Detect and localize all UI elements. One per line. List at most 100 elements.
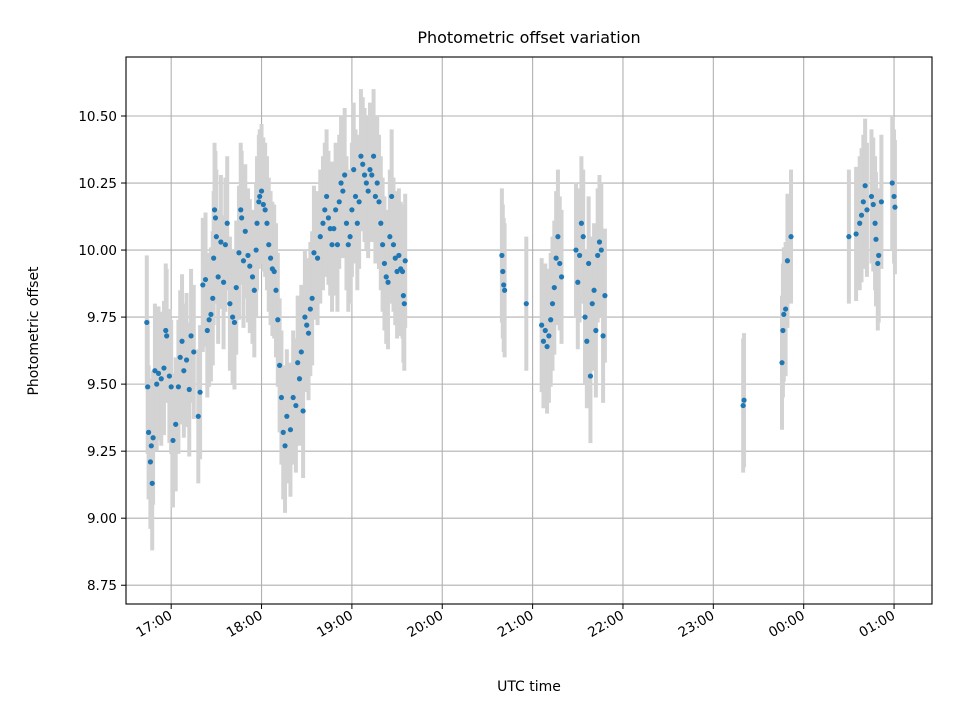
data-point <box>394 268 400 275</box>
data-point <box>378 220 384 226</box>
data-point <box>586 260 592 267</box>
data-point <box>868 193 875 200</box>
y-tick-label: 9.00 <box>87 511 117 527</box>
plot-frame <box>125 56 933 605</box>
data-point <box>500 268 506 275</box>
data-point <box>781 311 787 318</box>
data-point <box>161 365 167 371</box>
data-point <box>354 220 360 226</box>
data-point <box>256 199 262 205</box>
data-point <box>502 287 508 293</box>
y-tick-label: 10.00 <box>78 243 117 259</box>
data-point <box>287 427 294 433</box>
data-point <box>858 212 865 218</box>
data-point <box>361 172 368 178</box>
data-point <box>331 226 337 232</box>
data-point <box>322 207 328 213</box>
data-point <box>284 413 290 419</box>
data-point <box>218 239 224 245</box>
data-point <box>300 408 306 414</box>
data-point <box>168 384 174 390</box>
data-point <box>352 193 359 200</box>
data-point <box>164 333 170 339</box>
data-point <box>376 199 382 205</box>
data-point <box>211 207 218 213</box>
data-point <box>227 301 233 307</box>
data-point <box>501 282 507 288</box>
data-point <box>864 207 870 213</box>
data-point <box>220 279 227 285</box>
data-point <box>338 180 344 186</box>
data-point <box>149 480 155 486</box>
data-point <box>595 252 601 259</box>
data-point <box>878 199 884 205</box>
data-point <box>257 193 263 200</box>
data-point <box>551 284 557 291</box>
data-point <box>296 376 303 382</box>
data-point <box>309 295 315 301</box>
chart-title: Photometric offset variation <box>417 28 640 47</box>
data-point <box>278 394 285 401</box>
data-point <box>210 295 216 301</box>
data-point <box>385 279 391 285</box>
data-point <box>779 360 785 366</box>
data-point <box>356 199 362 205</box>
data-point <box>369 172 375 178</box>
y-axis-label: Photometric offset <box>26 266 42 396</box>
data-point <box>582 314 588 320</box>
data-point <box>544 343 550 350</box>
data-point <box>188 333 194 339</box>
data-point <box>370 153 377 159</box>
data-point <box>876 252 882 259</box>
data-point <box>587 373 594 379</box>
data-point <box>277 362 283 368</box>
data-point <box>191 349 197 355</box>
data-point <box>577 252 583 259</box>
data-point <box>872 220 878 226</box>
data-point <box>600 333 606 339</box>
data-point <box>240 258 247 264</box>
data-point <box>317 234 323 240</box>
data-point <box>360 161 366 167</box>
data-point <box>314 255 321 261</box>
data-point <box>873 236 879 242</box>
data-point <box>558 274 565 280</box>
data-point <box>266 242 272 248</box>
data-point <box>783 306 789 312</box>
data-point <box>380 242 386 248</box>
data-point <box>862 183 868 189</box>
data-point <box>557 260 563 267</box>
data-point <box>202 276 209 283</box>
data-point <box>145 429 152 435</box>
data-point <box>875 260 881 267</box>
data-point <box>351 167 357 173</box>
y-axis: 8.75 9.00 9.25 9.50 9.75 10.00 10.25 10.50 <box>78 109 126 594</box>
data-point <box>253 247 259 253</box>
data-point <box>197 389 203 395</box>
data-point <box>870 201 876 208</box>
data-point <box>304 322 310 328</box>
data-point <box>367 167 373 173</box>
y-tick-label: 10.50 <box>78 109 117 125</box>
data-point <box>206 317 212 323</box>
data-point <box>333 207 339 213</box>
data-point <box>383 274 389 280</box>
data-point <box>740 402 746 409</box>
data-point <box>258 188 265 194</box>
data-point <box>892 204 898 210</box>
data-point <box>387 234 393 240</box>
data-point <box>578 220 585 226</box>
data-point <box>183 357 190 363</box>
data-point <box>499 252 505 259</box>
data-point <box>298 349 304 355</box>
data-point <box>741 397 747 403</box>
data-point <box>580 234 586 240</box>
data-point <box>396 252 402 259</box>
data-point <box>329 242 335 248</box>
data-point <box>320 220 326 226</box>
data-point <box>358 153 364 159</box>
data-point <box>186 386 192 393</box>
data-point <box>280 429 286 435</box>
data-point <box>780 327 786 334</box>
